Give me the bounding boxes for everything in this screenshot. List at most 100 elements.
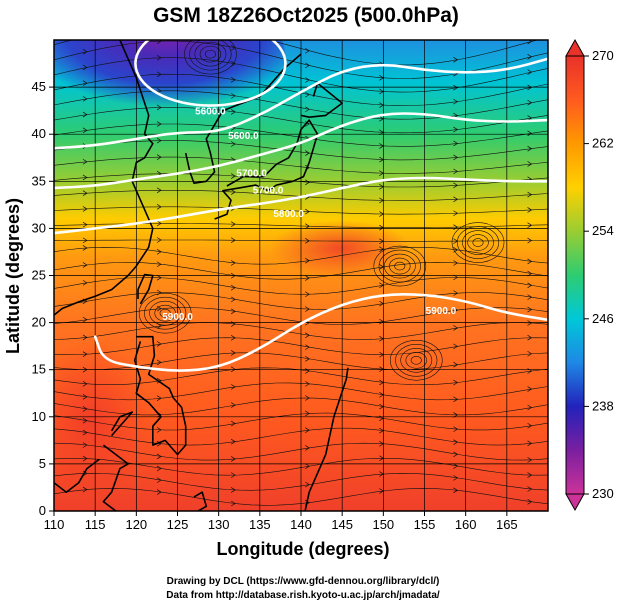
flow-arrow [156,40,162,44]
contour-label: 5700.0 [253,186,284,197]
flow-arrow [156,71,162,78]
y-tick-label: 40 [32,126,46,141]
flow-arrow [82,190,88,196]
flow-arrow [305,291,310,298]
vortex-ring [378,249,421,283]
coastline [193,491,208,511]
flow-arrow [305,344,310,350]
flow-arrow [156,395,162,402]
flow-arrow [527,368,533,374]
vortex-ring [467,234,489,251]
flow-arrow [82,394,88,400]
flow-arrow [230,141,236,147]
coastline [133,335,187,456]
colorbar-label: 270 [592,48,614,63]
coastline [300,82,343,118]
flow-arrow [305,306,310,312]
flow-arrow [156,237,162,243]
flow-arrow [230,109,236,115]
flow-arrow [305,257,310,264]
y-tick-label: 20 [32,315,46,330]
contour-line-5800.0 [54,176,548,235]
vortex-ring [149,300,182,326]
flow-arrow [82,442,88,448]
flow-arrow [453,98,459,105]
flow-arrow [305,381,310,387]
flow-arrow [527,130,533,137]
flow-arrow [305,238,310,244]
colorbar-label: 254 [592,223,614,238]
y-tick-label: 30 [32,220,46,235]
flow-arrow [156,477,162,483]
flow-arrow [156,54,162,61]
flow-arrow [305,150,310,156]
colorbar: 230 238 246 254 262 270 [565,38,614,512]
contour-line-low [134,40,287,107]
flow-arrow [82,406,88,412]
y-tick-label: 45 [32,79,46,94]
flow-arrow [305,356,310,362]
flow-arrow [527,282,533,289]
flow-arrow [156,154,162,160]
flow-arrow [305,427,310,433]
flow-arrow [527,69,533,75]
flow-arrow [82,96,88,102]
vortex-ring [138,292,192,334]
warm-anomaly [270,220,410,276]
flow-arrow [230,487,236,493]
flow-arrow [156,427,162,433]
flow-arrow [453,196,459,203]
flow-arrow [230,500,236,507]
flow-arrow [82,486,88,493]
contour-line-5700.0 [54,112,548,190]
colorbar-label: 238 [592,398,614,413]
flow-arrow [527,334,533,341]
flow-arrow [527,294,533,300]
flow-arrow [527,320,533,326]
flow-arrow [230,308,236,315]
x-tick-label: 115 [85,517,106,532]
x-tick-label: 150 [372,517,394,532]
flow-arrow [82,80,88,86]
flow-arrow [527,53,533,60]
flow-arrow [453,361,459,368]
flow-arrow [230,221,236,227]
flow-arrow [305,77,310,83]
flow-arrow [527,440,533,447]
flow-arrow [453,325,459,331]
flow-arrow [453,426,459,432]
flow-arrow [82,417,88,424]
flow-arrow [305,463,310,470]
vortex-ring [462,230,494,255]
vortex-ring [395,343,438,377]
vortex-ring [456,226,500,259]
vortex-ring [154,304,176,322]
colorbar-label: 262 [592,136,614,151]
contour-label: 5700.0 [236,169,267,180]
coastline [54,40,154,316]
colorbar-label: 230 [592,486,614,501]
chart-title: GSM 18Z26Oct2025 (500.0hPa) [153,4,459,27]
flow-arrow [156,137,162,144]
flow-arrow [305,91,310,98]
y-tick-label: 35 [32,173,46,188]
flow-arrow [230,60,236,67]
flow-arrow [527,161,533,167]
flow-arrow [156,489,162,495]
flow-arrow [230,420,236,427]
x-tick-label: 130 [208,517,230,532]
coastline [110,411,133,437]
coastline [214,119,319,220]
flow-arrow [230,260,236,266]
flow-arrow [82,280,88,286]
flow-arrow [156,187,162,194]
x-tick-label: 110 [44,517,65,532]
x-axis-label: Longitude (degrees) [216,539,389,559]
vortex-ring [194,41,227,67]
flow-arrow [527,191,533,198]
flow-arrow [527,207,533,213]
flow-arrow [156,220,162,227]
flow-arrow [82,64,88,71]
flow-arrow [305,106,310,113]
